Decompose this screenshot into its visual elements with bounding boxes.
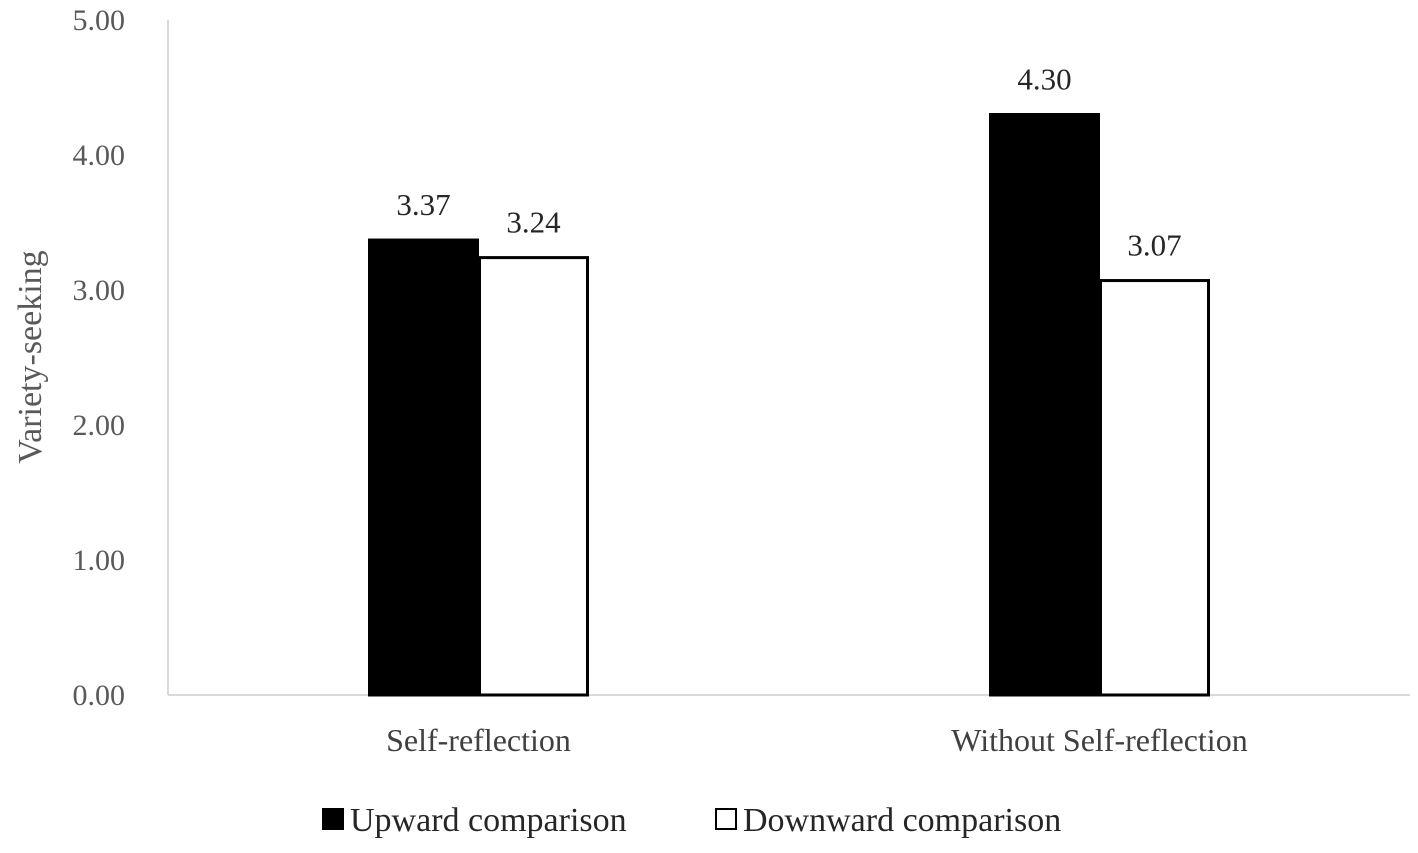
legend-upward: Upward comparison — [322, 802, 627, 839]
bar-upward-without-self-reflection — [989, 113, 1100, 697]
bars-group — [368, 113, 1210, 697]
y-tick-label: 4.00 — [73, 139, 126, 172]
y-tick-label: 5.00 — [73, 4, 126, 37]
legend-label: Upward comparison — [350, 802, 627, 839]
bar-downward-without-self-reflection — [1099, 279, 1210, 697]
y-tick-label: 3.00 — [73, 274, 126, 307]
category-label: Without Self-reflection — [951, 722, 1247, 758]
y-tick-label: 0.00 — [73, 679, 126, 712]
data-label: 3.24 — [506, 205, 561, 240]
y-axis-title: Variety-seeking — [12, 250, 49, 463]
y-tick-label: 1.00 — [73, 544, 126, 577]
legend-swatch — [715, 808, 737, 830]
legend-swatch — [322, 808, 344, 830]
legend-downward: Downward comparison — [715, 802, 1061, 839]
data-label: 3.37 — [396, 187, 450, 222]
y-axis-ticks: 0.00 1.00 2.00 3.00 4.00 5.00 — [73, 4, 126, 712]
data-labels-group: 3.37 3.24 4.30 3.07 — [396, 62, 1181, 263]
bar-upward-self-reflection — [368, 238, 479, 697]
category-label: Self-reflection — [386, 722, 571, 758]
y-tick-label: 2.00 — [73, 409, 126, 442]
legend: Upward comparison Downward comparison — [322, 802, 1061, 839]
legend-label: Downward comparison — [743, 802, 1061, 839]
data-label: 3.07 — [1127, 228, 1181, 263]
data-label: 4.30 — [1017, 62, 1071, 97]
bar-downward-self-reflection — [478, 256, 589, 697]
category-labels: Self-reflection Without Self-reflection — [386, 722, 1248, 758]
